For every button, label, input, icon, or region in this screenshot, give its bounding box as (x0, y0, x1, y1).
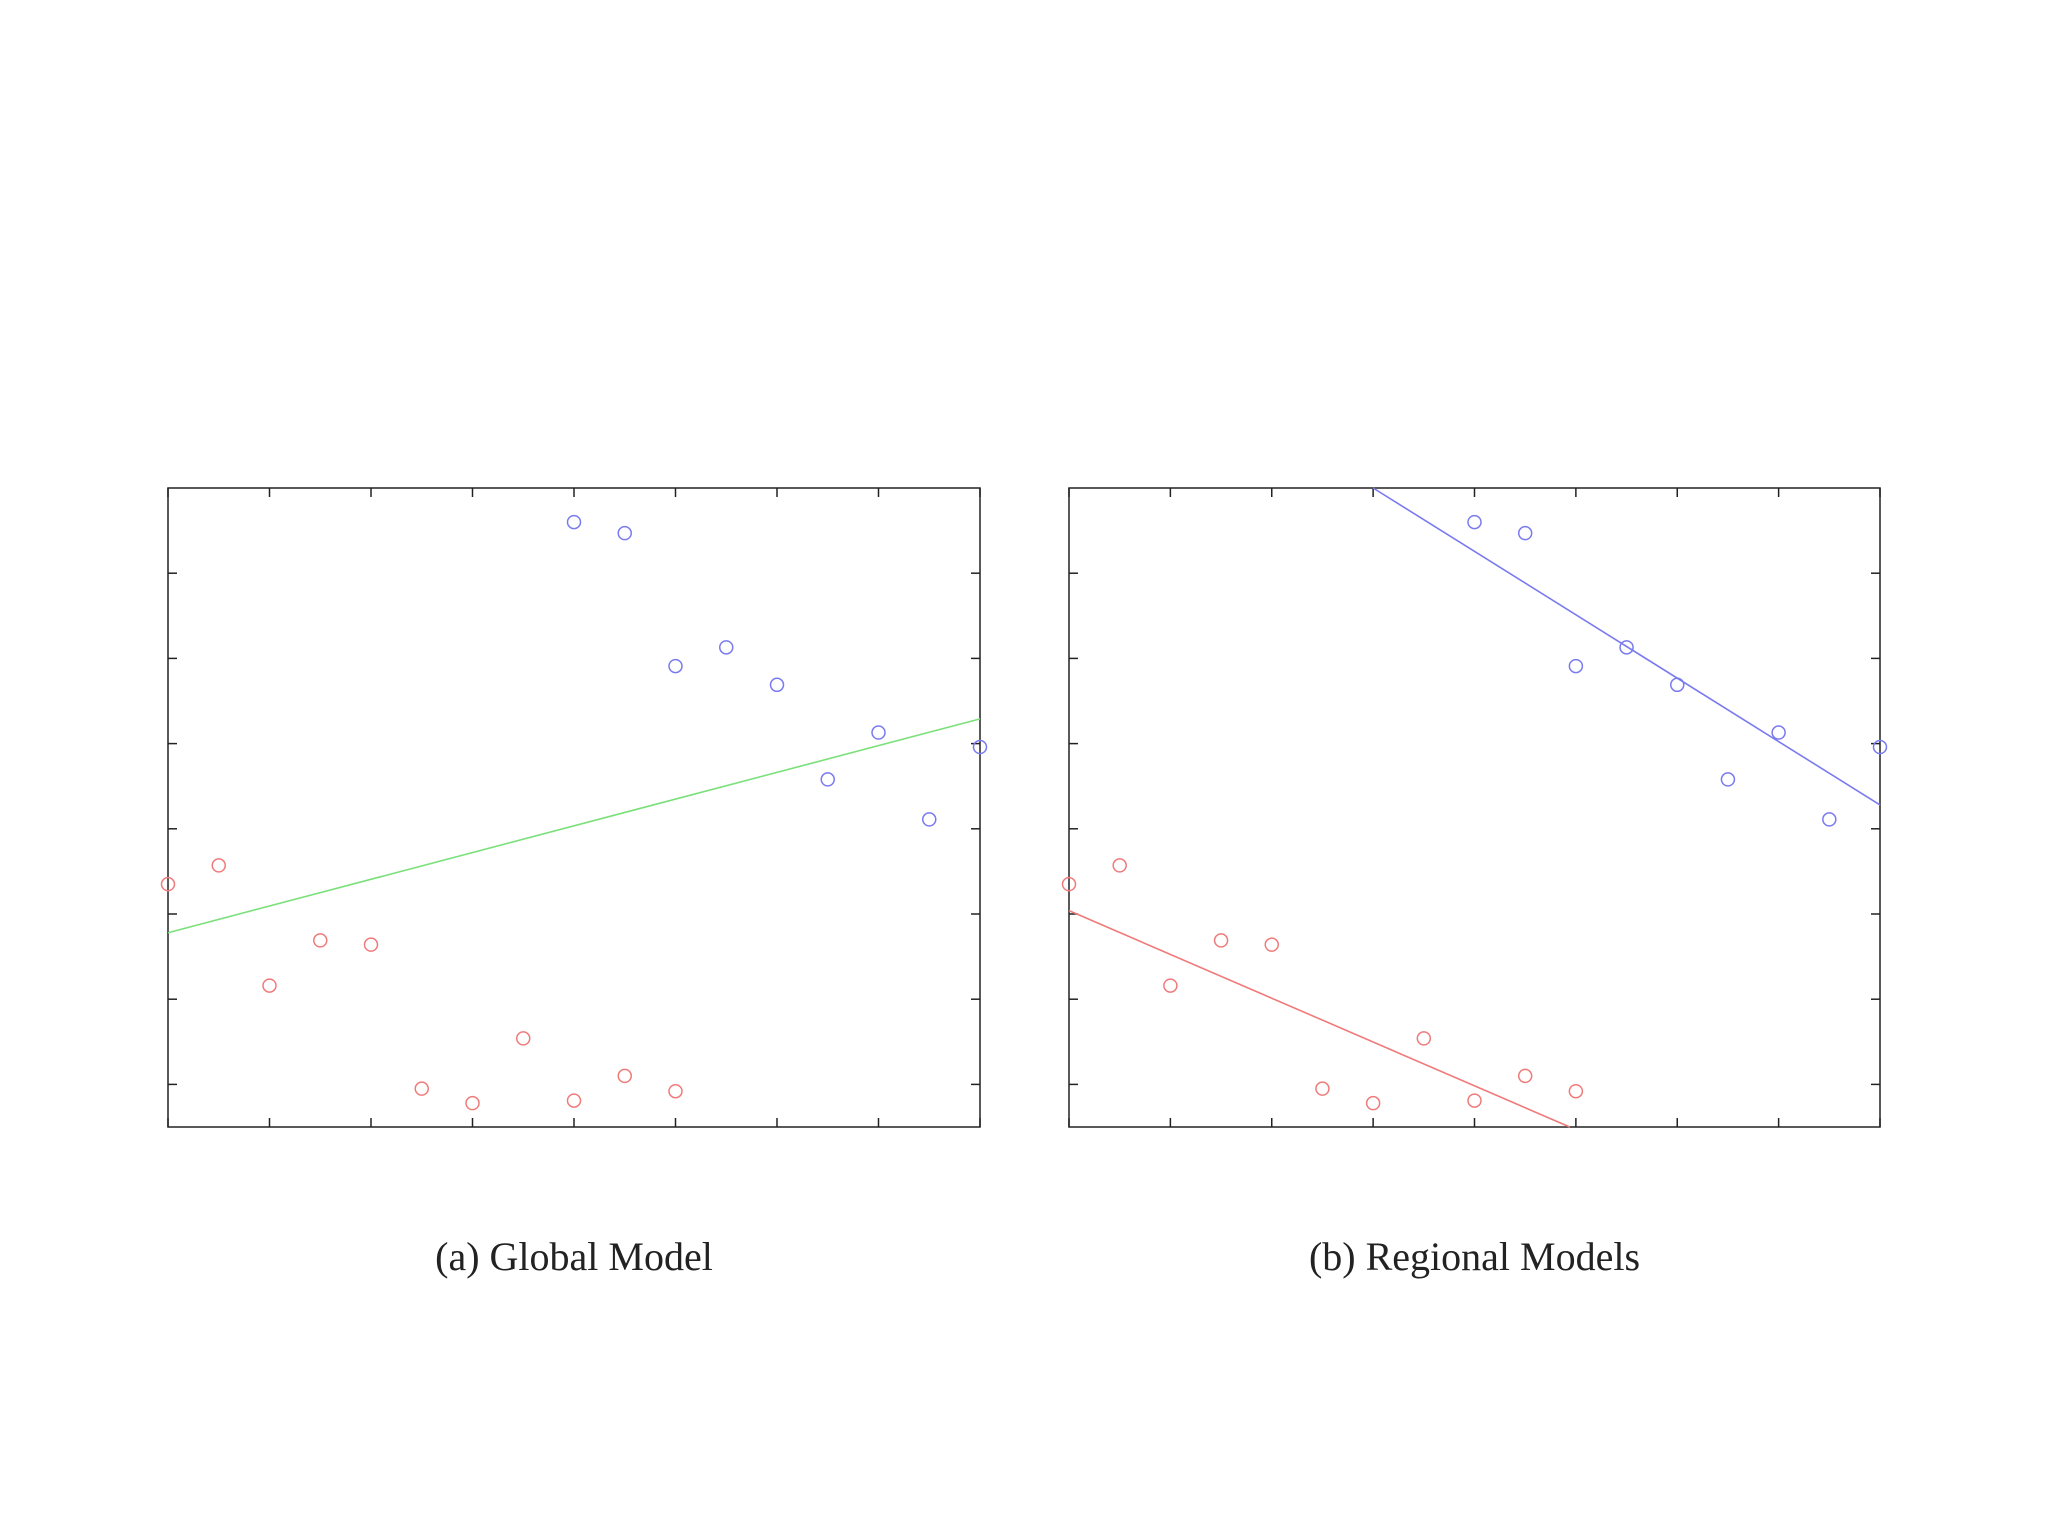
point (1315, 1081, 1330, 1096)
point (668, 1083, 683, 1099)
caption: (b) Regional Models (1309, 1234, 1640, 1279)
caption: (a) Global Model (435, 1234, 713, 1279)
point (363, 937, 379, 952)
point (1822, 812, 1837, 827)
point (313, 933, 328, 948)
fit-line (167, 718, 981, 934)
point (1264, 937, 1279, 952)
point (1365, 1095, 1381, 1111)
point (1568, 658, 1584, 674)
point (1467, 1093, 1482, 1108)
point (160, 876, 176, 892)
point (566, 514, 582, 530)
point (769, 677, 785, 693)
point (1416, 1031, 1432, 1046)
fit-line (1372, 487, 1881, 806)
point (211, 858, 226, 873)
point (414, 1081, 429, 1096)
point (1213, 933, 1229, 948)
point (516, 1031, 531, 1046)
point (972, 739, 988, 755)
point (1061, 876, 1077, 892)
point (922, 812, 937, 827)
point (668, 658, 683, 674)
point (1112, 858, 1127, 873)
point (1517, 1068, 1533, 1084)
point (871, 725, 886, 740)
point (820, 772, 835, 787)
plot-frame (167, 487, 981, 1128)
point (719, 640, 734, 655)
point (262, 978, 277, 993)
point (1568, 1083, 1584, 1099)
point (465, 1095, 480, 1111)
point (1771, 725, 1786, 740)
point (617, 1068, 632, 1084)
point (1163, 978, 1178, 993)
point (1720, 772, 1736, 787)
point (1517, 525, 1533, 541)
point (1619, 640, 1634, 655)
point (1872, 739, 1888, 755)
plot-frame (1068, 487, 1881, 1128)
point (1467, 514, 1482, 530)
point (617, 525, 632, 541)
fit-line (1068, 909, 1571, 1128)
point (566, 1093, 582, 1108)
